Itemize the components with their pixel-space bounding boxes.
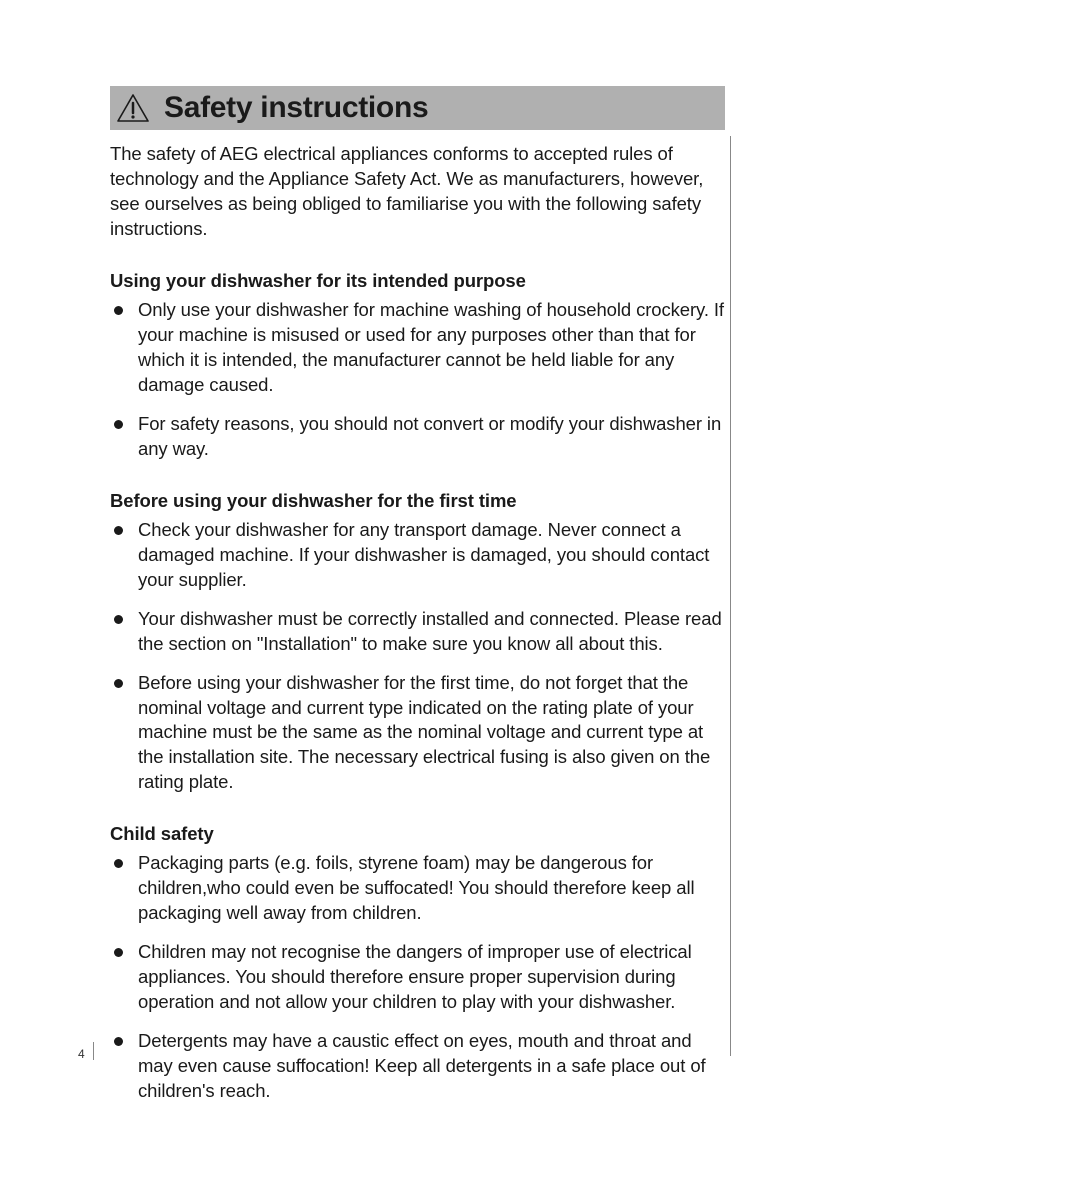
page-content: Safety instructions The safety of AEG el… <box>110 86 725 1118</box>
section-first-time: Before using your dishwasher for the fir… <box>110 490 725 796</box>
page-number: 4 <box>78 1047 85 1061</box>
section-title: Using your dishwasher for its intended p… <box>110 270 725 292</box>
heading-bar: Safety instructions <box>110 86 725 130</box>
bullet-list: Only use your dishwasher for machine was… <box>110 298 725 462</box>
list-item: Detergents may have a caustic effect on … <box>110 1029 725 1104</box>
list-item: Check your dishwasher for any transport … <box>110 518 725 593</box>
section-title: Before using your dishwasher for the fir… <box>110 490 725 512</box>
list-item: Your dishwasher must be correctly instal… <box>110 607 725 657</box>
section-title: Child safety <box>110 823 725 845</box>
section-intended-purpose: Using your dishwasher for its intended p… <box>110 270 725 462</box>
section-child-safety: Child safety Packaging parts (e.g. foils… <box>110 823 725 1104</box>
list-item: Packaging parts (e.g. foils, styrene foa… <box>110 851 725 926</box>
intro-paragraph: The safety of AEG electrical appliances … <box>110 142 725 242</box>
warning-triangle-icon <box>116 93 150 123</box>
vertical-rule <box>730 136 731 1056</box>
bullet-list: Packaging parts (e.g. foils, styrene foa… <box>110 851 725 1104</box>
bullet-list: Check your dishwasher for any transport … <box>110 518 725 796</box>
page-title: Safety instructions <box>164 91 428 125</box>
pagenum-rule <box>93 1042 94 1060</box>
list-item: Only use your dishwasher for machine was… <box>110 298 725 398</box>
list-item: Children may not recognise the dangers o… <box>110 940 725 1015</box>
list-item: For safety reasons, you should not conve… <box>110 412 725 462</box>
list-item: Before using your dishwasher for the fir… <box>110 671 725 796</box>
